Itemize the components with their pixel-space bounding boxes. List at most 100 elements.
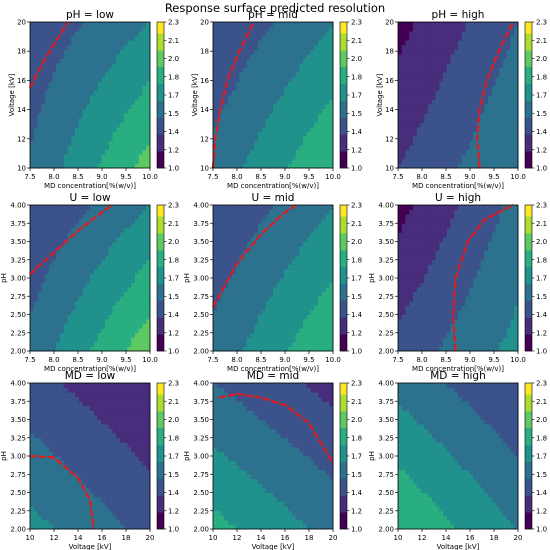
contour-cell <box>484 40 489 46</box>
contour-cell <box>231 58 236 64</box>
contour-cell <box>465 72 470 78</box>
contour-cell <box>465 53 470 59</box>
contour-cell <box>30 241 35 247</box>
contour-cell <box>131 67 136 73</box>
contour-cell <box>280 63 285 69</box>
contour-cell <box>120 319 125 325</box>
contour-cell <box>108 149 113 155</box>
contour-cell <box>480 81 485 87</box>
contour-cell <box>450 35 455 41</box>
contour-cell <box>82 278 87 283</box>
contour-cell <box>416 81 421 87</box>
contour-cell <box>276 122 281 128</box>
contour-cell <box>428 72 433 78</box>
contour-cell <box>116 72 121 78</box>
contour-cell <box>82 122 87 128</box>
contour-cell <box>409 76 414 82</box>
contour-cell <box>246 273 251 279</box>
contour-cell <box>306 95 311 100</box>
contour-cell <box>131 236 136 242</box>
contour-cell <box>295 31 300 37</box>
contour-cell <box>135 26 140 32</box>
contour-cell <box>443 99 448 105</box>
contour-cell <box>265 278 270 283</box>
contour-cell <box>131 90 136 96</box>
colorbar-tick-label: 1.0 <box>168 348 179 356</box>
contour-cell <box>424 26 429 32</box>
contour-cell <box>254 268 259 274</box>
contour-cell <box>127 332 132 338</box>
contour-cell <box>48 341 53 347</box>
contour-cell <box>108 113 113 119</box>
contour-cell <box>491 40 496 46</box>
contour-cell <box>239 232 244 238</box>
contour-cell <box>246 305 251 311</box>
contour-cell <box>30 40 35 46</box>
contour-cell <box>514 140 519 146</box>
contour-cell <box>413 58 418 64</box>
contour-cell <box>82 31 87 37</box>
contour-cell <box>465 40 470 46</box>
contour-cell <box>416 67 421 73</box>
contour-cell <box>291 44 296 50</box>
contour-cell <box>56 63 61 69</box>
contour-cell <box>450 67 455 73</box>
contour-cell <box>60 31 65 37</box>
colorbar-band <box>340 66 347 85</box>
contour-cell <box>428 31 433 37</box>
contour-cell <box>506 163 511 169</box>
contour-cell <box>105 278 110 283</box>
contour-cell <box>314 40 319 46</box>
contour-cell <box>303 49 308 55</box>
contour-cell <box>265 44 270 50</box>
contour-cell <box>306 126 311 132</box>
contour-cell <box>60 341 65 347</box>
contour-cell <box>146 158 151 164</box>
contour-cell <box>484 113 489 119</box>
contour-cell <box>142 117 147 123</box>
contour-cell <box>228 53 233 59</box>
contour-cell <box>288 72 293 78</box>
contour-cell <box>480 131 485 137</box>
contour-cell <box>310 85 315 91</box>
y-tick-label: 3.50 <box>10 238 26 246</box>
contour-cell <box>120 67 125 73</box>
contour-cell <box>112 209 117 215</box>
contour-cell <box>33 332 38 338</box>
y-axis-label: pH <box>0 273 8 283</box>
contour-cell <box>235 131 240 137</box>
contour-cell <box>239 122 244 128</box>
contour-cell <box>239 328 244 334</box>
contour-cell <box>78 209 83 215</box>
contour-cell <box>67 49 72 55</box>
contour-cell <box>291 67 296 73</box>
contour-cell <box>480 53 485 59</box>
contour-cell <box>446 108 451 114</box>
contour-cell <box>295 95 300 100</box>
colorbar-tick-label: 1.5 <box>168 110 179 118</box>
contour-cell <box>48 246 53 252</box>
contour-cell <box>469 72 474 78</box>
contour-cell <box>288 149 293 155</box>
contour-cell <box>261 26 266 32</box>
contour-cell <box>280 209 285 215</box>
contour-cell <box>63 300 68 306</box>
contour-cell <box>428 140 433 146</box>
contour-cell <box>138 332 143 338</box>
contour-cell <box>250 113 255 119</box>
contour-cell <box>443 85 448 91</box>
contour-cell <box>306 122 311 128</box>
contour-cell <box>484 76 489 82</box>
contour-cell <box>246 218 251 224</box>
contour-cell <box>231 319 236 325</box>
contour-cell <box>258 241 263 247</box>
contour-cell <box>261 319 266 325</box>
contour-cell <box>86 346 91 352</box>
contour-cell <box>424 76 429 82</box>
contour-cell <box>101 117 106 123</box>
contour-cell <box>146 99 151 105</box>
contour-cell <box>420 131 425 137</box>
contour-cell <box>469 49 474 55</box>
contour-cell <box>310 113 315 119</box>
